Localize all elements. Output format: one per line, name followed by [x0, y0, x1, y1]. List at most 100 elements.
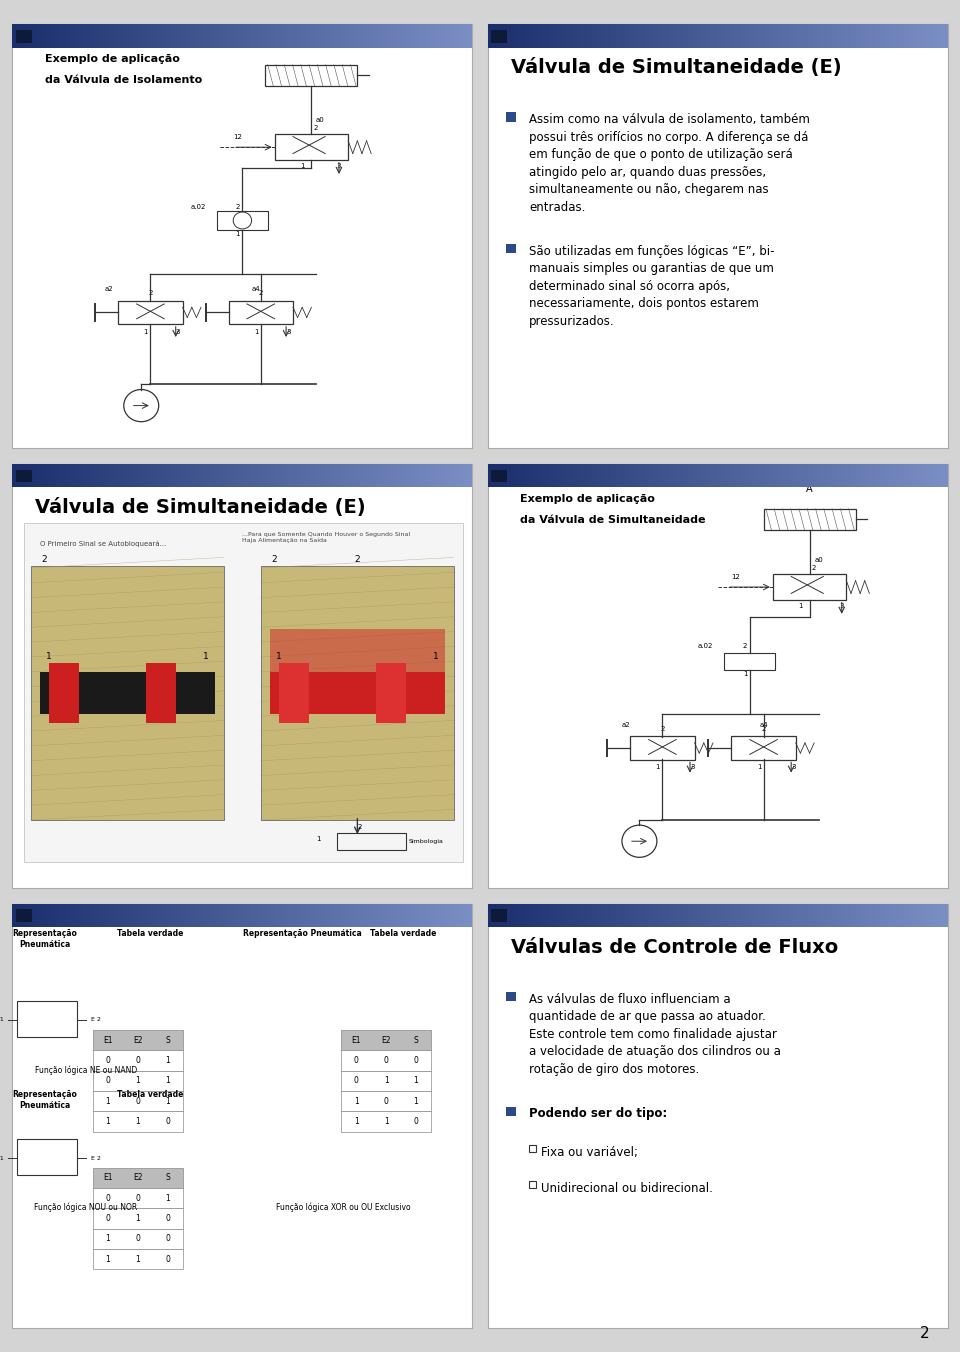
Bar — [432, 24, 436, 47]
Bar — [564, 464, 567, 488]
Bar — [261, 566, 454, 821]
Bar — [678, 464, 681, 488]
Bar — [896, 24, 899, 47]
Bar — [159, 24, 162, 47]
Text: 2: 2 — [743, 644, 748, 649]
Bar — [16, 30, 33, 42]
Bar — [228, 904, 230, 927]
Bar — [151, 464, 154, 488]
Text: 0: 0 — [135, 1234, 140, 1244]
Text: 2: 2 — [148, 291, 153, 296]
Bar — [806, 24, 809, 47]
Bar — [200, 464, 203, 488]
Bar — [444, 24, 447, 47]
Bar — [794, 464, 798, 488]
Bar — [295, 904, 298, 927]
Bar — [528, 464, 531, 488]
Bar — [687, 464, 690, 488]
Bar — [852, 464, 855, 488]
Bar — [34, 464, 37, 488]
Bar — [418, 24, 420, 47]
Bar — [684, 464, 687, 488]
Bar — [423, 24, 426, 47]
Bar — [724, 464, 727, 488]
Bar — [672, 464, 675, 488]
Text: 2: 2 — [42, 554, 47, 564]
Bar — [675, 24, 678, 47]
Bar — [372, 24, 374, 47]
Bar — [273, 464, 276, 488]
Bar — [850, 904, 852, 927]
Bar — [126, 904, 129, 927]
Bar — [341, 1051, 431, 1071]
Bar — [690, 904, 693, 927]
Bar — [635, 904, 637, 927]
Bar — [208, 904, 212, 927]
Bar — [93, 1111, 182, 1132]
Bar — [518, 904, 521, 927]
Bar — [776, 464, 779, 488]
Bar — [718, 904, 721, 927]
Bar — [129, 904, 132, 927]
Bar — [151, 24, 154, 47]
Text: 0: 0 — [165, 1255, 170, 1264]
Bar — [95, 464, 98, 488]
Bar — [577, 464, 580, 488]
Bar — [242, 464, 246, 488]
Bar — [914, 464, 917, 488]
Bar — [316, 24, 319, 47]
Bar — [135, 464, 138, 488]
Bar — [249, 24, 252, 47]
Bar — [899, 904, 901, 927]
Bar — [319, 24, 323, 47]
Bar — [224, 464, 228, 488]
Bar — [236, 24, 239, 47]
Bar — [457, 24, 460, 47]
Text: 0: 0 — [354, 1056, 359, 1065]
Bar — [460, 24, 463, 47]
Bar — [825, 904, 828, 927]
Bar — [588, 464, 592, 488]
Bar — [390, 464, 393, 488]
Bar — [586, 464, 588, 488]
Bar — [644, 464, 647, 488]
Bar — [552, 24, 555, 47]
Bar — [67, 904, 71, 927]
Bar — [828, 904, 831, 927]
Bar — [341, 24, 344, 47]
Bar — [337, 833, 406, 849]
Bar — [123, 24, 126, 47]
Text: 2: 2 — [660, 726, 664, 731]
Bar — [693, 24, 696, 47]
Bar — [454, 904, 457, 927]
Bar — [463, 904, 467, 927]
Text: 1: 1 — [106, 1096, 110, 1106]
Bar — [785, 24, 788, 47]
Bar — [714, 24, 718, 47]
Bar — [126, 24, 129, 47]
Bar — [172, 464, 175, 488]
Bar — [555, 24, 558, 47]
Bar — [773, 464, 776, 488]
Bar — [64, 24, 67, 47]
Bar — [748, 904, 752, 927]
Bar — [439, 24, 442, 47]
Bar — [144, 904, 148, 927]
Bar — [598, 904, 601, 927]
Text: da Válvula de Simultaneidade: da Válvula de Simultaneidade — [520, 515, 706, 525]
Bar — [886, 464, 889, 488]
Bar — [714, 464, 718, 488]
Bar — [798, 464, 801, 488]
Bar — [914, 904, 917, 927]
Bar — [706, 904, 708, 927]
Bar — [632, 904, 635, 927]
Text: Exemplo de aplicação: Exemplo de aplicação — [45, 54, 180, 64]
Bar — [197, 24, 200, 47]
Bar — [755, 24, 757, 47]
Bar — [123, 904, 126, 927]
Bar — [945, 464, 948, 488]
Bar — [732, 24, 736, 47]
Bar — [586, 904, 588, 927]
Bar — [917, 24, 920, 47]
Bar — [635, 464, 637, 488]
